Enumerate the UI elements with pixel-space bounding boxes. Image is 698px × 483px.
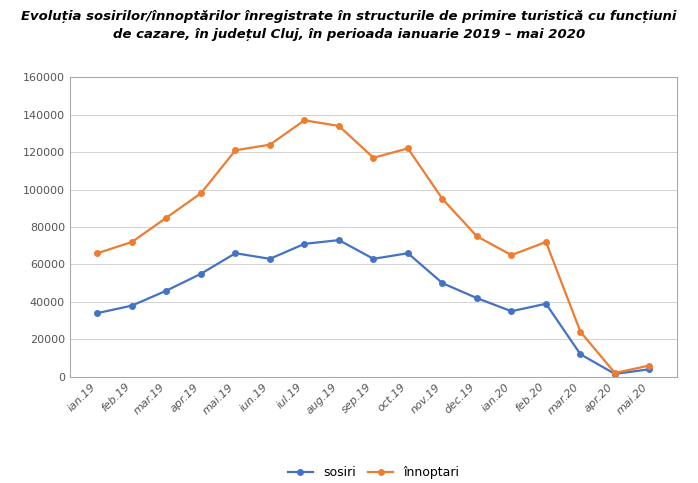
înnoptari [162, 215, 170, 221]
înnoptari [300, 117, 309, 123]
înnoptari [611, 370, 619, 376]
înnoptari [473, 233, 481, 239]
sosiri [473, 295, 481, 301]
înnoptari [369, 155, 378, 161]
Text: Evoluția sosirilor/înnoptărilor înregistrate în structurile de primire turistică: Evoluția sosirilor/înnoptărilor înregist… [22, 10, 676, 41]
sosiri [645, 366, 653, 372]
înnoptari [403, 145, 412, 151]
înnoptari [438, 196, 447, 202]
sosiri [403, 250, 412, 256]
sosiri [369, 256, 378, 262]
înnoptari [197, 190, 205, 196]
înnoptari [128, 239, 136, 245]
înnoptari [231, 147, 239, 153]
înnoptari [335, 123, 343, 129]
sosiri [197, 271, 205, 277]
sosiri [542, 301, 550, 307]
înnoptari [94, 250, 102, 256]
sosiri [162, 288, 170, 294]
sosiri [577, 352, 585, 357]
înnoptari [645, 363, 653, 369]
sosiri [231, 250, 239, 256]
sosiri [128, 303, 136, 309]
Line: înnoptari: înnoptari [94, 117, 653, 376]
înnoptari [542, 239, 550, 245]
sosiri [94, 310, 102, 316]
înnoptari [266, 142, 274, 148]
sosiri [438, 280, 447, 286]
sosiri [507, 308, 516, 314]
înnoptari [577, 329, 585, 335]
sosiri [300, 241, 309, 247]
Line: sosiri: sosiri [94, 237, 653, 377]
sosiri [266, 256, 274, 262]
înnoptari [507, 252, 516, 258]
Legend: sosiri, înnoptari: sosiri, înnoptari [283, 461, 464, 483]
sosiri [335, 237, 343, 243]
sosiri [611, 371, 619, 377]
